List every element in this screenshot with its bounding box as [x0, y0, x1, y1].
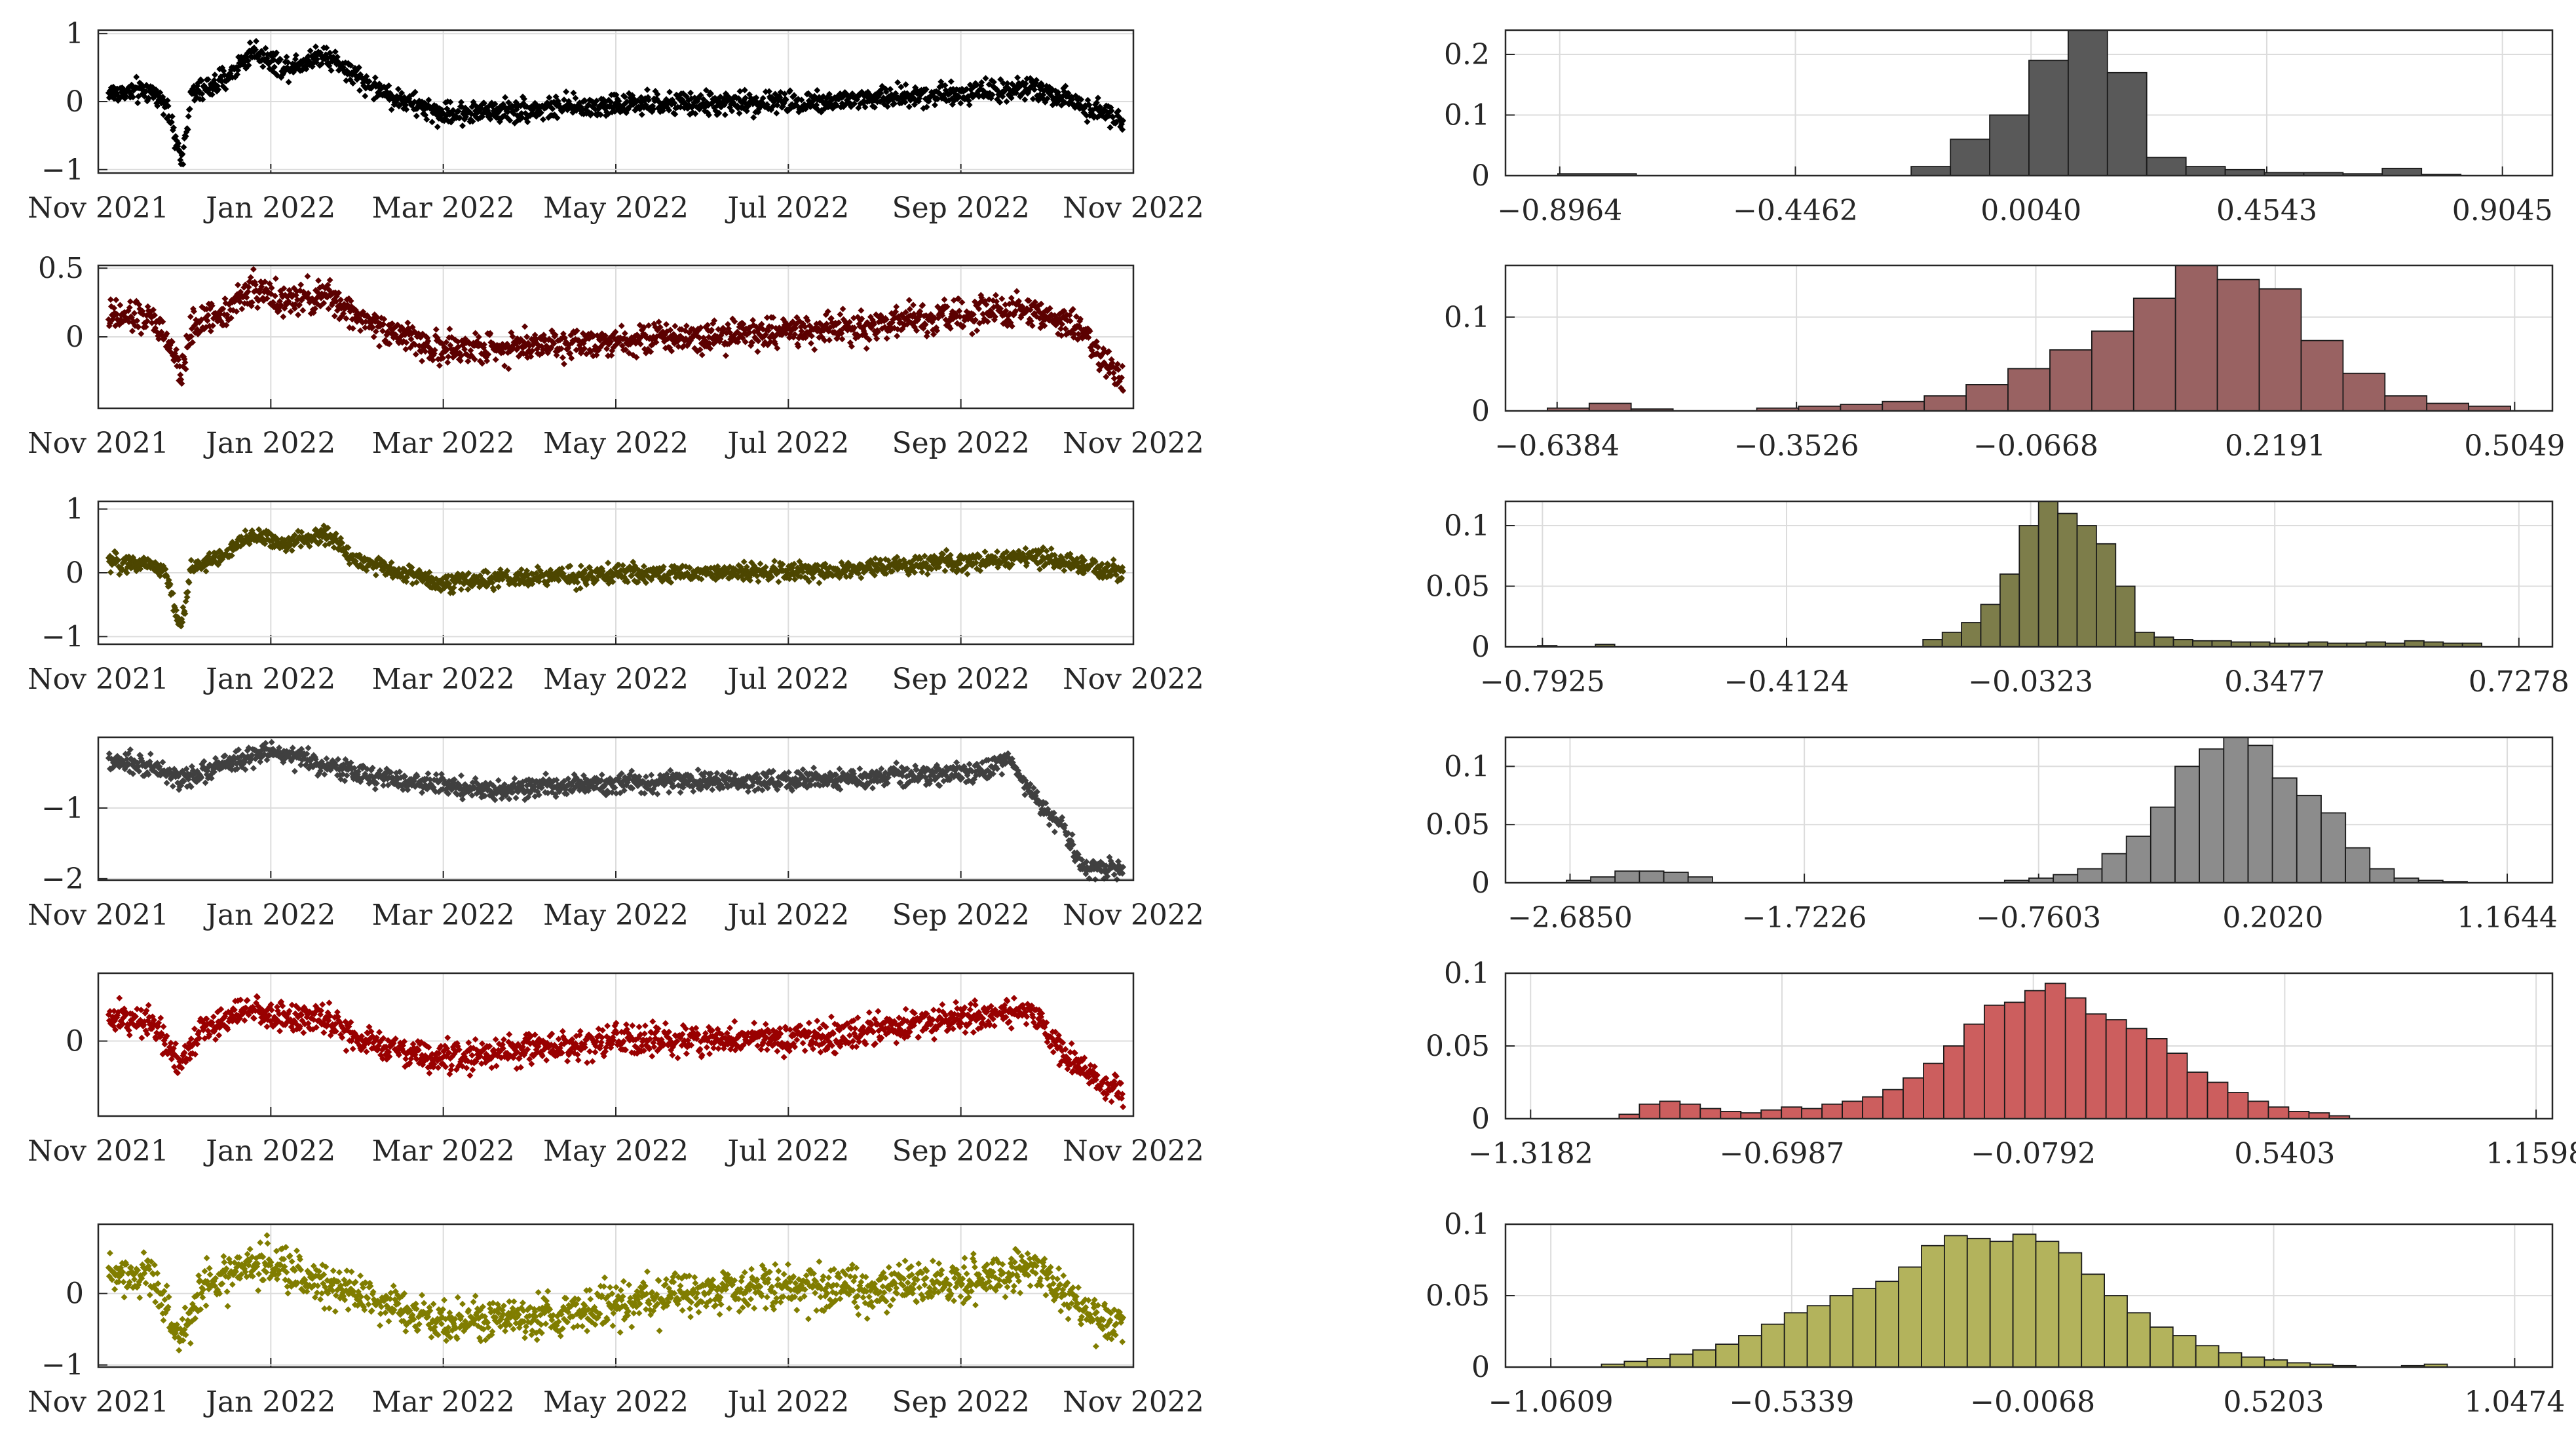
data-point	[425, 96, 432, 104]
y-tick-label: 1	[66, 493, 84, 526]
y-tick-label: −1	[41, 153, 84, 187]
y-tick-label: 0	[66, 85, 84, 119]
data-point	[133, 73, 140, 81]
data-point	[185, 113, 192, 120]
y-tick-label: −2	[41, 862, 84, 896]
x-tick-label: Nov 2021	[28, 663, 169, 696]
data-point	[134, 100, 142, 107]
data-point	[356, 87, 363, 94]
x-tick-label: Jul 2022	[725, 899, 849, 932]
x-tick-label: Mar 2022	[372, 899, 515, 932]
x-tick-label: May 2022	[543, 663, 689, 696]
data-point	[157, 89, 164, 96]
data-point	[362, 92, 369, 100]
data-point	[179, 151, 186, 157]
data-point	[186, 106, 193, 113]
data-point	[184, 126, 191, 133]
data-point	[215, 86, 222, 93]
x-tick-label: Jan 2022	[203, 899, 335, 932]
data-point	[402, 102, 409, 109]
x-tick-label: Mar 2022	[372, 663, 515, 696]
x-tick-label: Sep 2022	[892, 427, 1030, 460]
data-point	[168, 119, 175, 126]
data-point	[356, 64, 362, 71]
x-tick-label: Sep 2022	[892, 899, 1030, 932]
data-point	[447, 98, 454, 106]
data-point	[459, 123, 466, 129]
data-point	[371, 74, 379, 81]
data-point	[411, 88, 419, 96]
timeseries-panel-1: Nov 2021 Jan 2022 Mar 2022 May 2022 Jul 2022…	[28, 17, 1204, 225]
x-tick-label: Mar 2022	[372, 191, 515, 225]
data-point	[160, 111, 167, 118]
data-series	[105, 37, 1127, 168]
y-tick-label: −1	[41, 620, 84, 653]
y-tick-label: 0	[66, 556, 84, 590]
timeseries-panel-4: Nov 2021 Jan 2022 Mar 2022 May 2022 Jul 2022…	[28, 736, 1204, 932]
data-point	[434, 123, 441, 130]
data-point	[413, 113, 420, 119]
data-point	[347, 62, 354, 69]
x-tick-label: Nov 2022	[1063, 427, 1204, 460]
timeseries-panel-2: Nov 2021 Jan 2022 Mar 2022 May 2022 Jul 2022…	[28, 252, 1204, 460]
data-point	[191, 83, 197, 90]
data-point	[182, 133, 189, 140]
x-tick-label: Jul 2022	[725, 191, 849, 225]
data-point	[199, 96, 206, 103]
data-point	[175, 140, 182, 147]
data-point	[428, 119, 436, 126]
y-tick-label: −1	[41, 792, 84, 825]
data-point	[170, 124, 177, 131]
data-point	[180, 144, 187, 151]
data-point	[385, 82, 392, 89]
data-point	[403, 106, 410, 113]
y-tick-label: 0	[66, 320, 84, 354]
x-tick-label: Sep 2022	[892, 663, 1030, 696]
data-point	[208, 91, 216, 98]
data-point	[145, 94, 152, 102]
data-point	[398, 89, 406, 96]
data-point	[349, 80, 356, 87]
x-tick-label: Nov 2021	[28, 899, 169, 932]
data-point	[164, 97, 171, 104]
x-tick-label: Jan 2022	[203, 427, 335, 460]
y-tick-label: 0.5	[38, 252, 84, 285]
data-point	[177, 157, 184, 164]
data-point	[180, 161, 187, 168]
data-point	[199, 90, 206, 98]
x-tick-label: Jan 2022	[203, 663, 335, 696]
x-tick-label: Nov 2022	[1063, 899, 1204, 932]
data-point	[168, 113, 176, 120]
x-tick-label: Jul 2022	[725, 427, 849, 460]
x-tick-label: Jan 2022	[203, 191, 335, 225]
data-point	[164, 102, 172, 109]
data-point	[154, 102, 161, 109]
x-tick-label: Sep 2022	[892, 191, 1030, 225]
data-point	[455, 107, 462, 115]
data-point	[142, 88, 149, 95]
data-point	[458, 98, 464, 106]
data-point	[366, 78, 373, 85]
x-tick-label: Mar 2022	[372, 427, 515, 460]
data-point	[394, 85, 402, 92]
x-tick-label: Nov 2022	[1063, 191, 1204, 225]
data-point	[363, 73, 370, 80]
y-tick-label: 1	[66, 17, 84, 50]
data-point	[172, 133, 180, 140]
data-point	[222, 85, 229, 92]
data-point	[423, 116, 430, 123]
x-tick-label: Nov 2022	[1063, 663, 1204, 696]
x-tick-label: Nov 2021	[28, 191, 169, 225]
x-tick-label: May 2022	[543, 191, 689, 225]
x-tick-label: May 2022	[543, 427, 689, 460]
data-point	[130, 94, 136, 101]
x-tick-label: Jul 2022	[725, 663, 849, 696]
x-tick-label: Nov 2021	[28, 427, 169, 460]
data-point	[388, 106, 395, 113]
x-tick-label: May 2022	[543, 899, 689, 932]
timeseries-panel-3: Nov 2021 Jan 2022 Mar 2022 May 2022 Jul 2022…	[28, 493, 1204, 696]
